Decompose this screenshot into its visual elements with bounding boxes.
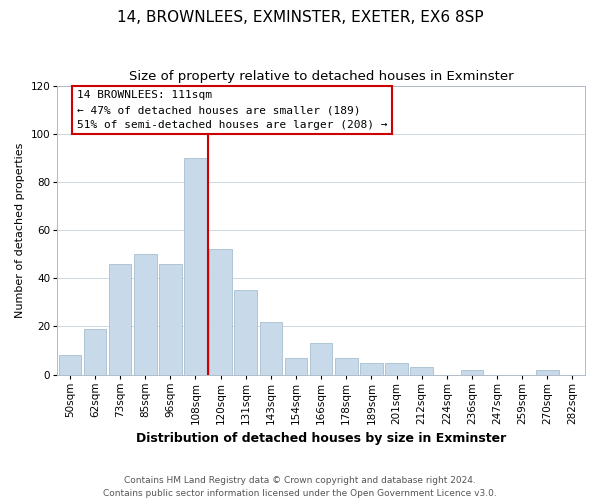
- Bar: [335, 358, 358, 374]
- X-axis label: Distribution of detached houses by size in Exminster: Distribution of detached houses by size …: [136, 432, 506, 445]
- Bar: [536, 370, 559, 374]
- Bar: [235, 290, 257, 374]
- Bar: [184, 158, 207, 374]
- Bar: [109, 264, 131, 374]
- Bar: [385, 362, 408, 374]
- Bar: [410, 368, 433, 374]
- Bar: [159, 264, 182, 374]
- Bar: [360, 362, 383, 374]
- Bar: [209, 250, 232, 374]
- Bar: [461, 370, 483, 374]
- Title: Size of property relative to detached houses in Exminster: Size of property relative to detached ho…: [129, 70, 514, 83]
- Text: 14 BROWNLEES: 111sqm
← 47% of detached houses are smaller (189)
51% of semi-deta: 14 BROWNLEES: 111sqm ← 47% of detached h…: [77, 90, 388, 130]
- Text: 14, BROWNLEES, EXMINSTER, EXETER, EX6 8SP: 14, BROWNLEES, EXMINSTER, EXETER, EX6 8S…: [116, 10, 484, 25]
- Bar: [310, 344, 332, 374]
- Bar: [260, 322, 282, 374]
- Bar: [83, 329, 106, 374]
- Y-axis label: Number of detached properties: Number of detached properties: [15, 142, 25, 318]
- Bar: [134, 254, 157, 374]
- Text: Contains HM Land Registry data © Crown copyright and database right 2024.
Contai: Contains HM Land Registry data © Crown c…: [103, 476, 497, 498]
- Bar: [284, 358, 307, 374]
- Bar: [59, 356, 81, 374]
